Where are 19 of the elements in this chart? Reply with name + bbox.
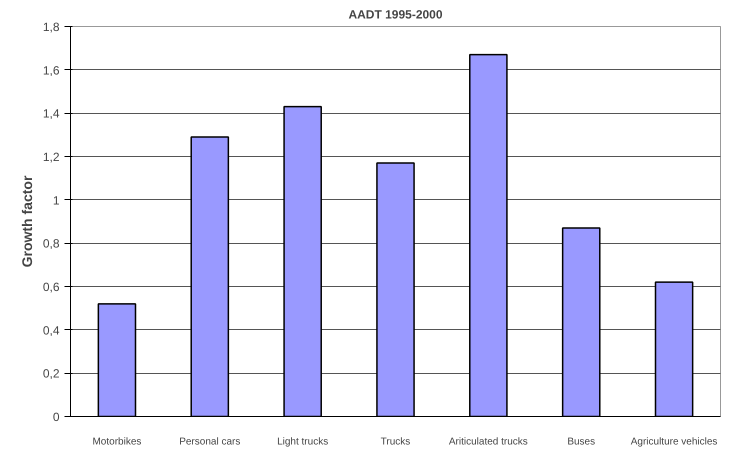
x-tick-label: Ariticulated trucks <box>448 436 528 448</box>
y-axis-title: Growth factor <box>18 175 35 268</box>
x-tick-label: Trucks <box>380 436 410 448</box>
x-tick-label: Buses <box>567 436 596 448</box>
y-tick-label: 1 <box>52 193 60 208</box>
y-tick-label: 0,2 <box>42 366 60 381</box>
x-tick-label: Motorbikes <box>92 436 142 448</box>
x-tick-label: Light trucks <box>277 436 328 448</box>
x-tick-label: Personal cars <box>179 436 240 448</box>
y-tick-label: 0 <box>52 410 60 424</box>
y-tick-label: 0,8 <box>42 236 60 251</box>
y-tick-label: 1,6 <box>42 63 60 78</box>
y-tick-label: 1,8 <box>42 20 60 34</box>
chart-title: AADT 1995-2000 <box>348 8 443 22</box>
y-tick-label: 1,4 <box>42 106 60 121</box>
x-tick-label: Agriculture vehicles <box>630 436 718 448</box>
y-tick-label: 1,2 <box>42 150 60 164</box>
y-tick-label: 0,6 <box>42 280 60 294</box>
y-tick-label: 0,4 <box>42 323 60 338</box>
